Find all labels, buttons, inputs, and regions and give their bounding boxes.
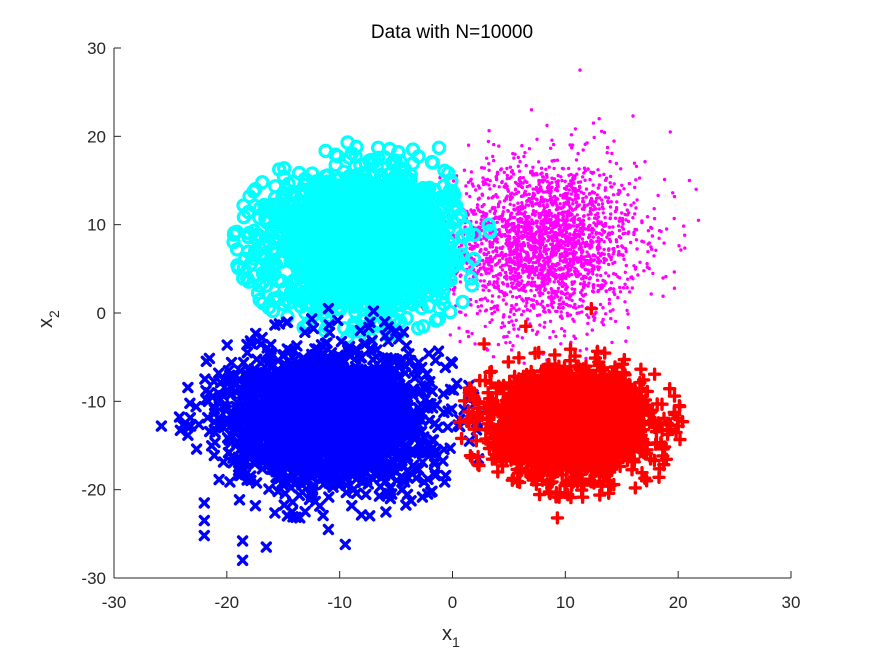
plot-points <box>155 68 701 566</box>
y-tick-label: -20 <box>81 481 106 500</box>
series-circle <box>226 135 498 345</box>
x-tick-label: -30 <box>102 593 127 612</box>
y-tick-label: 30 <box>87 39 106 58</box>
x-axis-label: x1 <box>442 623 460 650</box>
series-plus <box>453 301 690 525</box>
y-axis-label: x2 <box>35 310 62 328</box>
x-tick-label: -10 <box>327 593 352 612</box>
x-tick-label: 0 <box>448 593 457 612</box>
chart-title: Data with N=10000 <box>371 22 533 43</box>
series-x <box>155 302 485 566</box>
tick-labels: -30 -20 -10 0 10 20 30 -30 -20 -10 0 10 20 30 <box>81 39 800 612</box>
y-tick-label: 20 <box>87 127 106 146</box>
y-tick-label: 0 <box>97 304 106 323</box>
x-tick-label: 20 <box>669 593 688 612</box>
axes <box>113 47 792 579</box>
y-tick-label: -10 <box>81 392 106 411</box>
x-axis-label-main: x <box>442 623 452 645</box>
x-axis-label-subscript: 1 <box>452 634 460 650</box>
x-tick-label: -20 <box>215 593 240 612</box>
y-tick-label: 10 <box>87 216 106 235</box>
x-tick-label: 30 <box>782 593 801 612</box>
y-tick-label: -30 <box>81 569 106 588</box>
x-tick-label: 10 <box>556 593 575 612</box>
y-axis-label-subscript: 2 <box>46 310 62 318</box>
series-dot <box>399 68 701 365</box>
y-axis-label-main: x <box>35 318 57 328</box>
